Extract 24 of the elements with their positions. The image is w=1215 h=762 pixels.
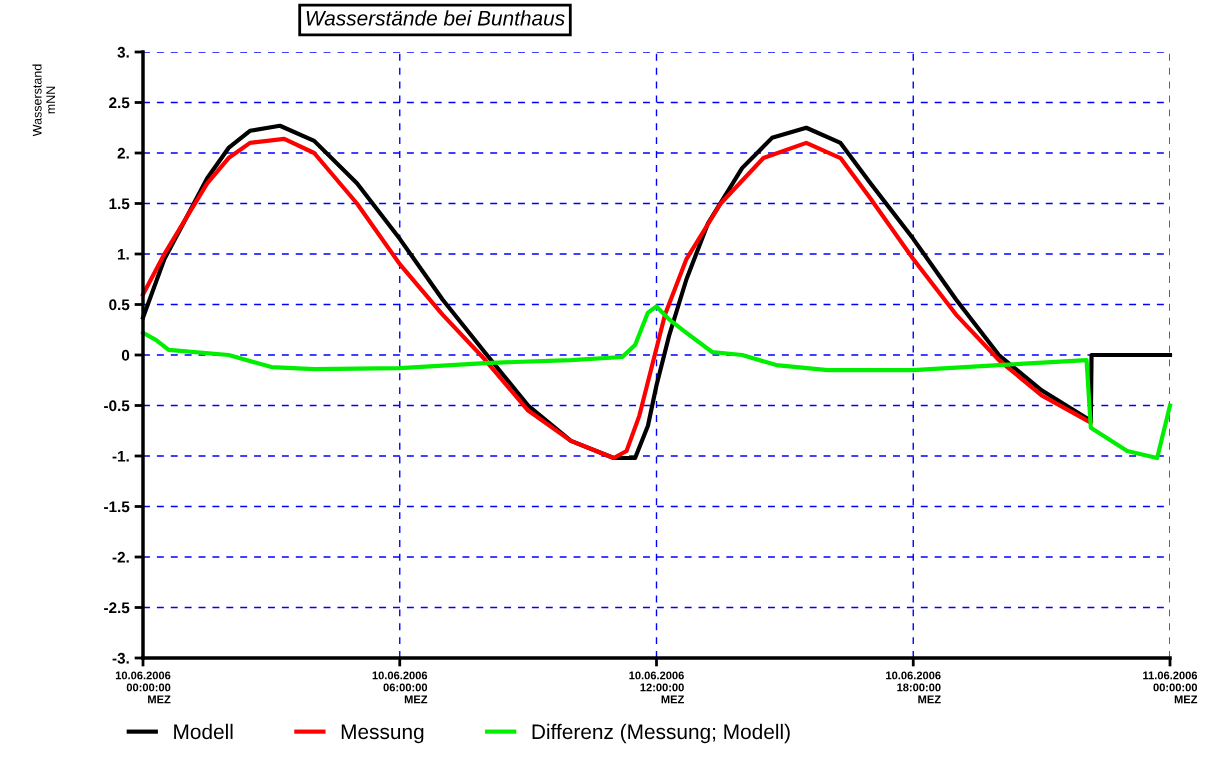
- y-tick-label: -3.: [112, 652, 129, 664]
- y-tick-label: 3.: [117, 46, 129, 58]
- y-tick-label: 2.: [117, 147, 129, 159]
- y-tick-label: -0.5: [104, 400, 130, 412]
- x-tick-label: 11.06.2006 00:00:00 MEZ: [1143, 671, 1198, 704]
- x-tick-label: 10.06.2006 12:00:00 MEZ: [629, 671, 684, 704]
- y-tick-label: 1.: [118, 249, 129, 260]
- x-tick-label: 10.06.2006 06:00:00 MEZ: [372, 671, 428, 704]
- legend-label: Differenz (Messung; Modell): [532, 723, 790, 744]
- y-tick-label: 2.5: [109, 97, 130, 109]
- y-tick-label: 0: [121, 349, 130, 361]
- x-tick-label: 10.06.2006 18:00:00 MEZ: [886, 671, 941, 704]
- x-tick-label: 10.06.2006 00:00:00 MEZ: [115, 671, 171, 704]
- y-tick-label: -1.: [112, 451, 129, 462]
- y-tick-label: -2.: [112, 551, 129, 563]
- y-tick-label: -1.5: [104, 501, 130, 513]
- legend-label: Messung: [341, 724, 424, 744]
- y-tick-label: 1.5: [109, 198, 130, 210]
- chart-title: Wasserstände bei Bunthaus: [306, 10, 565, 26]
- y-tick-label: 0.5: [109, 299, 130, 311]
- line-series: [140, 304, 1173, 461]
- y-tick-label: -2.5: [104, 602, 130, 614]
- legend-label: Modell: [174, 723, 233, 740]
- y-axis-title: Wasserstand mNN: [32, 64, 55, 137]
